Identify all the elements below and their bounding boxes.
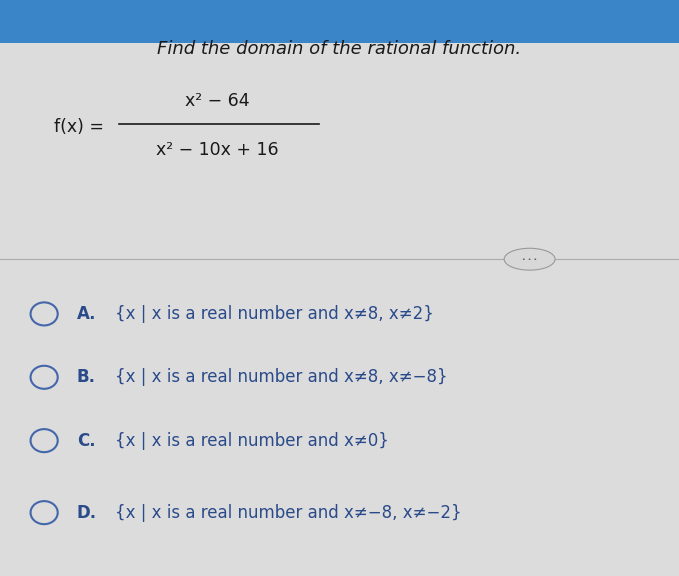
Text: C.: C. [77,431,95,450]
Text: f(x) =: f(x) = [54,118,105,136]
Text: • • •: • • • [522,257,537,262]
Text: x² − 10x + 16: x² − 10x + 16 [156,141,278,159]
Text: {x | x is a real number and x≠8, x≠−8}: {x | x is a real number and x≠8, x≠−8} [115,368,448,386]
Text: A.: A. [77,305,96,323]
Text: {x | x is a real number and x≠8, x≠2}: {x | x is a real number and x≠8, x≠2} [115,305,435,323]
Ellipse shape [504,248,555,270]
Text: x² − 64: x² − 64 [185,92,250,110]
Text: Find the domain of the rational function.: Find the domain of the rational function… [158,40,521,58]
Text: D.: D. [77,503,97,522]
FancyBboxPatch shape [0,0,679,43]
Text: B.: B. [77,368,96,386]
Text: {x | x is a real number and x≠−8, x≠−2}: {x | x is a real number and x≠−8, x≠−2} [115,503,462,522]
Text: {x | x is a real number and x≠0}: {x | x is a real number and x≠0} [115,431,389,450]
